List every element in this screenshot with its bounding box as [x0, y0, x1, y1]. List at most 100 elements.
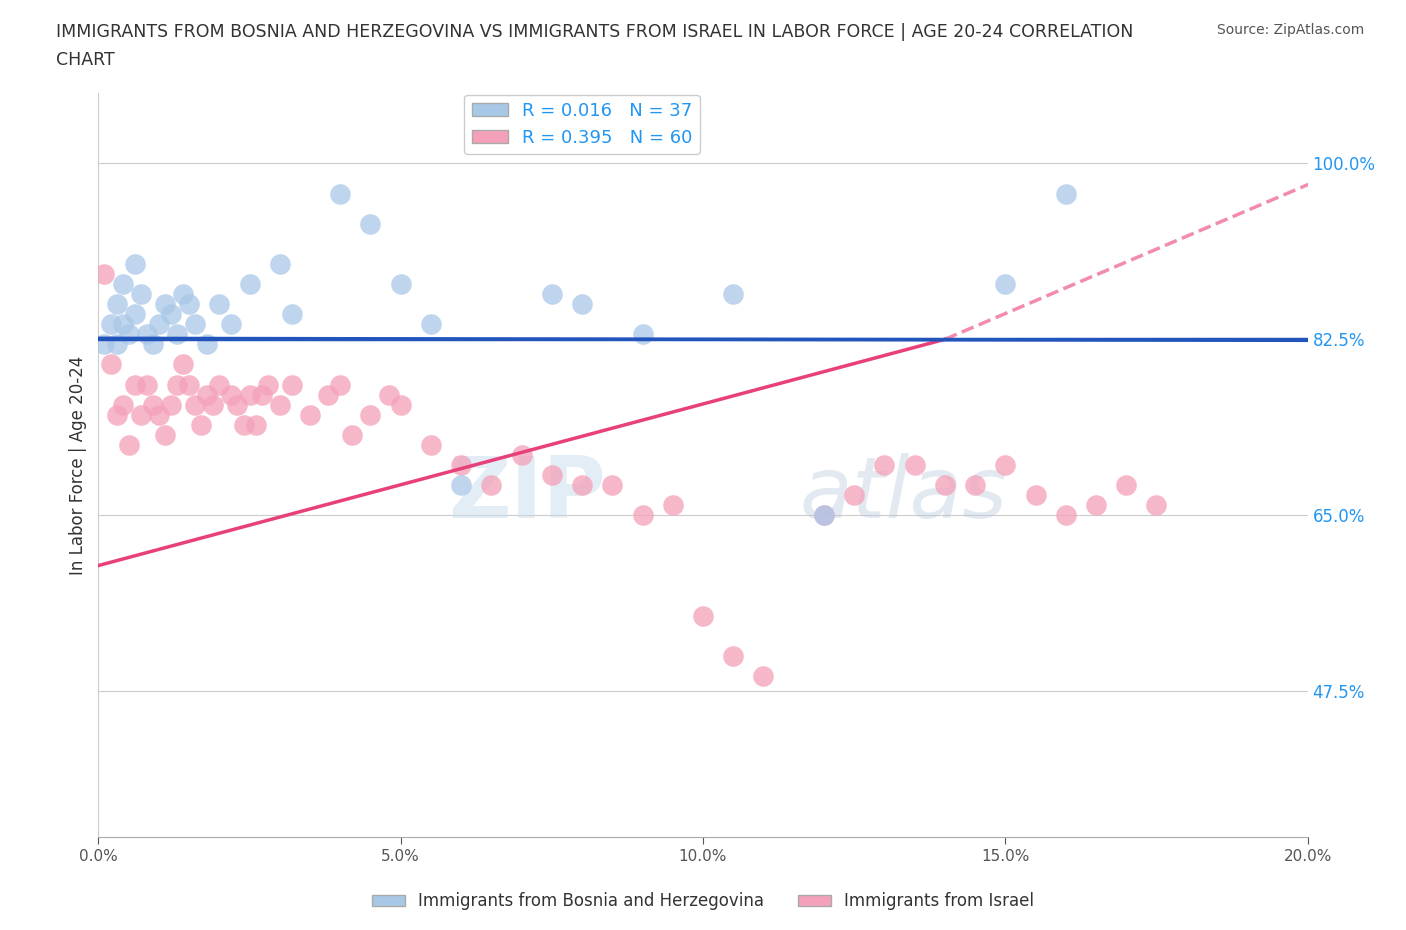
Point	[1054, 508, 1077, 523]
Point	[135, 326, 157, 341]
Point	[269, 397, 291, 412]
Point	[813, 508, 835, 523]
Point	[360, 407, 382, 422]
Point	[1054, 186, 1077, 201]
Point	[105, 297, 128, 312]
Point	[245, 418, 267, 432]
Point	[1085, 498, 1108, 512]
Text: atlas: atlas	[800, 453, 1008, 537]
Point	[299, 407, 322, 422]
Point	[195, 387, 218, 402]
Point	[172, 286, 194, 301]
Point	[100, 317, 122, 332]
Point	[661, 498, 683, 512]
Point	[510, 447, 533, 462]
Point	[723, 286, 745, 301]
Text: ZIP: ZIP	[449, 453, 606, 537]
Point	[420, 317, 443, 332]
Point	[602, 478, 624, 493]
Point	[813, 508, 835, 523]
Point	[166, 326, 188, 341]
Point	[571, 478, 593, 493]
Point	[124, 378, 146, 392]
Point	[450, 478, 472, 493]
Point	[166, 378, 188, 392]
Point	[153, 297, 176, 312]
Point	[172, 357, 194, 372]
Point	[873, 458, 896, 472]
Point	[965, 478, 987, 493]
Point	[118, 326, 141, 341]
Point	[844, 487, 866, 502]
Point	[226, 397, 249, 412]
Point	[111, 317, 134, 332]
Point	[208, 378, 231, 392]
Point	[377, 387, 399, 402]
Point	[329, 186, 352, 201]
Point	[148, 407, 170, 422]
Point	[111, 276, 134, 291]
Point	[129, 407, 152, 422]
Point	[389, 397, 412, 412]
Point	[118, 437, 141, 452]
Point	[105, 407, 128, 422]
Point	[105, 337, 128, 352]
Point	[1144, 498, 1167, 512]
Point	[1024, 487, 1046, 502]
Point	[342, 428, 364, 443]
Point	[269, 257, 291, 272]
Point	[450, 458, 472, 472]
Point	[208, 297, 231, 312]
Point	[179, 297, 201, 312]
Point	[540, 286, 562, 301]
Point	[153, 428, 176, 443]
Point	[179, 378, 201, 392]
Point	[481, 478, 503, 493]
Point	[994, 458, 1017, 472]
Point	[184, 397, 207, 412]
Point	[631, 508, 654, 523]
Text: Source: ZipAtlas.com: Source: ZipAtlas.com	[1216, 23, 1364, 37]
Point	[100, 357, 122, 372]
Point	[281, 307, 304, 322]
Point	[239, 387, 262, 402]
Point	[184, 317, 207, 332]
Point	[256, 378, 278, 392]
Point	[723, 648, 745, 663]
Point	[232, 418, 254, 432]
Point	[135, 378, 157, 392]
Point	[631, 326, 654, 341]
Point	[190, 418, 212, 432]
Point	[221, 387, 243, 402]
Point	[93, 337, 115, 352]
Point	[160, 307, 183, 322]
Point	[160, 397, 183, 412]
Point	[221, 317, 243, 332]
Point	[202, 397, 225, 412]
Point	[752, 669, 775, 684]
Text: IMMIGRANTS FROM BOSNIA AND HERZEGOVINA VS IMMIGRANTS FROM ISRAEL IN LABOR FORCE : IMMIGRANTS FROM BOSNIA AND HERZEGOVINA V…	[56, 23, 1133, 41]
Point	[329, 378, 352, 392]
Point	[129, 286, 152, 301]
Point	[148, 317, 170, 332]
Legend: Immigrants from Bosnia and Herzegovina, Immigrants from Israel: Immigrants from Bosnia and Herzegovina, …	[366, 885, 1040, 917]
Point	[281, 378, 304, 392]
Point	[360, 217, 382, 232]
Point	[389, 276, 412, 291]
Point	[692, 608, 714, 623]
Text: CHART: CHART	[56, 51, 115, 69]
Point	[239, 276, 262, 291]
Y-axis label: In Labor Force | Age 20-24: In Labor Force | Age 20-24	[69, 355, 87, 575]
Point	[124, 307, 146, 322]
Point	[1115, 478, 1137, 493]
Point	[250, 387, 273, 402]
Point	[934, 478, 956, 493]
Point	[540, 468, 562, 483]
Point	[420, 437, 443, 452]
Point	[571, 297, 593, 312]
Point	[142, 337, 165, 352]
Legend: R = 0.016   N = 37, R = 0.395   N = 60: R = 0.016 N = 37, R = 0.395 N = 60	[464, 95, 700, 154]
Point	[124, 257, 146, 272]
Point	[93, 267, 115, 282]
Point	[142, 397, 165, 412]
